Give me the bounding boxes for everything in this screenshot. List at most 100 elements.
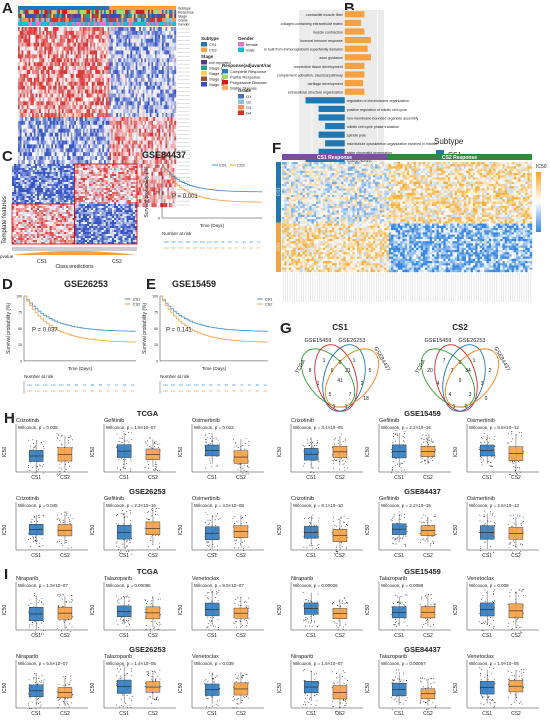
heatmap-cell bbox=[49, 38, 52, 43]
annotation-cell bbox=[70, 6, 73, 10]
heatmap-cell bbox=[67, 89, 70, 94]
heatmap-cell bbox=[44, 89, 47, 94]
heatmap-cell bbox=[37, 113, 40, 118]
annotation-cell bbox=[111, 22, 113, 26]
heatmap-cell bbox=[140, 58, 143, 63]
annotation-cell bbox=[18, 10, 20, 14]
heatmap-cell bbox=[84, 42, 87, 47]
heatmap-cell bbox=[149, 156, 152, 161]
annotation-cell bbox=[40, 18, 43, 22]
heatmap-cell bbox=[165, 93, 168, 98]
heatmap-cell bbox=[86, 140, 89, 145]
heatmap-cell bbox=[42, 109, 45, 114]
heatmap-cell bbox=[51, 140, 54, 145]
heatmap-cell bbox=[46, 105, 49, 110]
heatmap-cell bbox=[61, 73, 64, 79]
heatmap-cell bbox=[167, 187, 170, 192]
heatmap-cell bbox=[146, 105, 149, 110]
heatmap-cell bbox=[165, 54, 168, 59]
heatmap-cell bbox=[163, 144, 166, 149]
heatmap-cell bbox=[135, 105, 138, 110]
heatmap-cell bbox=[151, 128, 154, 133]
heatmap-cell bbox=[63, 117, 66, 122]
heatmap-cell bbox=[91, 117, 94, 122]
heatmap-cell bbox=[140, 132, 143, 137]
heatmap-cell bbox=[151, 179, 154, 184]
heatmap-cell bbox=[39, 170, 42, 173]
heatmap-cell bbox=[125, 124, 128, 129]
heatmap-cell bbox=[137, 50, 140, 55]
heatmap-cell bbox=[89, 120, 92, 126]
heatmap-cell bbox=[56, 132, 59, 137]
heatmap-cell bbox=[104, 34, 106, 39]
heatmap-cell bbox=[37, 62, 40, 67]
heatmap-cell bbox=[97, 54, 99, 59]
heatmap-cell bbox=[133, 97, 136, 102]
heatmap-cell bbox=[163, 42, 166, 47]
heatmap-cell bbox=[161, 46, 164, 51]
legend-item: Partial Response bbox=[230, 75, 261, 80]
heatmap-cell bbox=[160, 38, 163, 43]
heatmap-cell bbox=[158, 124, 161, 129]
heatmap-cell bbox=[98, 66, 101, 71]
heatmap-cell bbox=[18, 58, 20, 63]
heatmap-cell bbox=[107, 58, 110, 63]
heatmap-cell bbox=[161, 167, 164, 172]
heatmap-cell bbox=[147, 120, 150, 126]
heatmap-cell bbox=[28, 170, 31, 173]
annotation-cell bbox=[88, 6, 91, 10]
heatmap-cell bbox=[93, 42, 96, 47]
heatmap-cell bbox=[101, 170, 104, 173]
heatmap-cell bbox=[23, 50, 26, 55]
heatmap-cell bbox=[139, 152, 142, 157]
heatmap-cell bbox=[147, 85, 150, 90]
heatmap-cell bbox=[33, 73, 36, 79]
heatmap-cell bbox=[44, 81, 47, 86]
heatmap-cell bbox=[42, 70, 45, 75]
heatmap-cell bbox=[102, 77, 105, 82]
heatmap-cell bbox=[153, 105, 156, 110]
annotation-cell bbox=[128, 14, 131, 18]
heatmap-cell bbox=[89, 117, 92, 122]
heatmap-cell bbox=[93, 93, 96, 98]
annotation-cell bbox=[161, 6, 164, 10]
heatmap-cell bbox=[158, 42, 161, 47]
annotation-cell bbox=[147, 22, 150, 26]
heatmap-cell bbox=[58, 62, 61, 67]
heatmap-cell bbox=[35, 89, 38, 94]
heatmap-cell bbox=[95, 140, 98, 145]
annotation-cell bbox=[23, 18, 26, 22]
heatmap-cell bbox=[133, 30, 136, 36]
heatmap-cell bbox=[153, 136, 156, 141]
heatmap-cell bbox=[137, 191, 140, 196]
heatmap-cell bbox=[163, 93, 166, 98]
heatmap-cell bbox=[121, 62, 124, 67]
annotation-cell bbox=[109, 10, 112, 14]
heatmap-cell bbox=[19, 124, 22, 129]
heatmap-cell bbox=[105, 128, 108, 133]
heatmap-cell bbox=[156, 113, 159, 118]
annotation-cell bbox=[68, 14, 71, 18]
heatmap-cell bbox=[111, 136, 113, 141]
heatmap-cell bbox=[82, 66, 85, 71]
heatmap-cell bbox=[91, 85, 94, 90]
heatmap-cell bbox=[114, 160, 117, 165]
heatmap-cell bbox=[28, 77, 31, 82]
heatmap-cell bbox=[93, 136, 96, 141]
heatmap-cell bbox=[37, 160, 40, 165]
heatmap-cell bbox=[130, 73, 133, 79]
heatmap-cell bbox=[46, 34, 49, 39]
heatmap-cell bbox=[154, 199, 157, 204]
annotation-cell bbox=[107, 22, 110, 26]
heatmap-cell bbox=[174, 163, 177, 169]
heatmap-cell bbox=[67, 113, 70, 118]
heatmap-cell bbox=[135, 54, 138, 59]
heatmap-cell bbox=[53, 164, 56, 167]
heatmap-cell bbox=[37, 81, 40, 86]
heatmap-cell bbox=[140, 73, 143, 79]
heatmap-cell bbox=[40, 42, 43, 47]
heatmap-cell bbox=[107, 164, 111, 167]
annotation-cell bbox=[19, 18, 22, 22]
heatmap-cell bbox=[49, 30, 52, 36]
heatmap-cell bbox=[86, 89, 89, 94]
